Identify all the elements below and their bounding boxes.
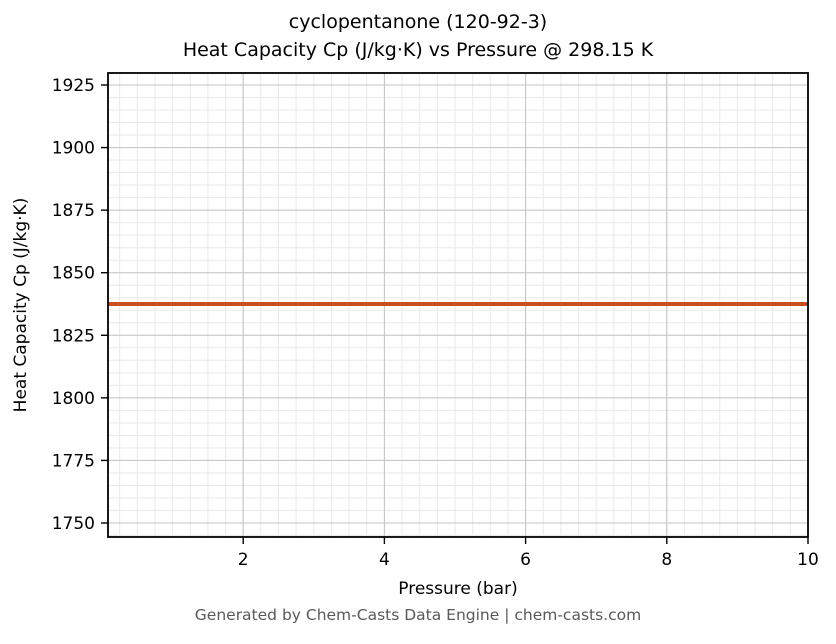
x-tick-label: 8 <box>661 550 672 570</box>
x-tick-label: 6 <box>520 550 531 570</box>
chart-subtitle: Heat Capacity Cp (J/kg·K) vs Pressure @ … <box>182 39 654 61</box>
y-tick-label: 1775 <box>52 451 95 471</box>
x-tick-label: 4 <box>379 550 390 570</box>
y-tick-label: 1825 <box>52 326 95 346</box>
y-tick-label: 1925 <box>52 76 95 96</box>
x-tick-label: 2 <box>238 550 249 570</box>
chart-footer: Generated by Chem-Casts Data Engine | ch… <box>194 606 642 624</box>
plot-border <box>107 72 809 538</box>
y-axis-label: Heat Capacity Cp (J/kg·K) <box>11 198 31 413</box>
y-tick-label: 1850 <box>52 264 95 284</box>
x-axis-label: Pressure (bar) <box>398 579 517 599</box>
chart-title-block: cyclopentanone (120-92-3) Heat Capacity … <box>0 8 836 64</box>
y-tick-label: 1750 <box>52 514 95 534</box>
y-tick-label: 1800 <box>52 389 95 409</box>
x-tick-label: 10 <box>797 550 819 570</box>
y-tick-label: 1900 <box>52 139 95 159</box>
y-tick-label: 1875 <box>52 201 95 221</box>
chart-canvas: 2 4 6 8 10 1750 1775 1800 1825 1850 1875 1900 1925 Pr… <box>11 72 819 599</box>
chart-title: cyclopentanone (120-92-3) <box>288 11 548 33</box>
